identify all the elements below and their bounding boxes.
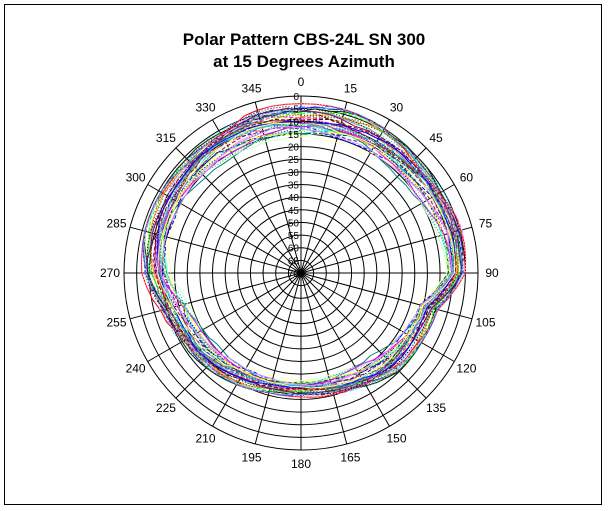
angle-tick-label-225: 225 bbox=[156, 401, 176, 415]
radial-tick-label-11: 55 bbox=[288, 231, 300, 242]
grid-spoke-105 bbox=[300, 272, 473, 320]
chart-frame bbox=[4, 4, 602, 505]
angle-labels: 0 153045607590105120135150165180195210225… bbox=[100, 75, 499, 471]
grid-spoke-210 bbox=[212, 272, 302, 427]
angle-tick-label-60: 60 bbox=[460, 171, 474, 185]
angle-tick-label-90: 90 bbox=[485, 266, 499, 280]
angle-tick-label-15: 15 bbox=[344, 82, 358, 96]
angle-tick-label-165: 165 bbox=[340, 450, 360, 464]
grid-spoke-150 bbox=[300, 272, 390, 427]
radial-tick-label-10: 50 bbox=[288, 218, 300, 229]
grid-spoke-195 bbox=[254, 272, 302, 445]
angle-tick-label-195: 195 bbox=[242, 450, 262, 464]
grid-spoke-165 bbox=[300, 272, 348, 445]
series-trace-29 bbox=[162, 127, 452, 385]
series-trace-38 bbox=[154, 118, 457, 391]
series-trace-48 bbox=[158, 124, 453, 387]
radial-tick-label-1: -5 bbox=[290, 105, 299, 116]
grid-spoke-60 bbox=[300, 184, 455, 274]
angle-tick-label-285: 285 bbox=[106, 217, 126, 231]
series-group bbox=[140, 103, 467, 398]
angle-tick-label-75: 75 bbox=[479, 217, 493, 231]
series-trace-9 bbox=[148, 109, 462, 394]
grid-spoke-240 bbox=[147, 272, 302, 362]
series-trace-31 bbox=[140, 103, 467, 398]
grid-spoke-120 bbox=[300, 272, 455, 362]
radial-tick-label-2: 10 bbox=[288, 117, 300, 128]
radial-tick-label-8: 40 bbox=[288, 193, 300, 204]
radial-tick-label-4: 20 bbox=[288, 143, 300, 154]
radial-tick-label-0: 0 bbox=[293, 92, 299, 103]
angle-tick-label-240: 240 bbox=[126, 362, 146, 376]
chart-title: Polar Pattern CBS-24L SN 300 bbox=[182, 30, 426, 49]
series-trace-43 bbox=[157, 122, 456, 389]
series-trace-11 bbox=[167, 133, 448, 382]
radial-tick-label-13: 65 bbox=[288, 256, 300, 267]
angle-tick-label-0: 0 bbox=[298, 75, 305, 89]
angle-tick-label-270: 270 bbox=[100, 266, 120, 280]
grid-spoke-285 bbox=[129, 226, 302, 274]
angle-tick-label-120: 120 bbox=[456, 362, 476, 376]
radial-tick-label-3: 15 bbox=[288, 130, 300, 141]
angle-tick-label-330: 330 bbox=[195, 101, 215, 115]
series-trace-32 bbox=[146, 111, 460, 393]
grid-spoke-225 bbox=[175, 272, 302, 399]
grid-spoke-330 bbox=[212, 119, 302, 274]
grid-spoke-135 bbox=[300, 272, 427, 399]
radial-tick-label-6: 30 bbox=[288, 168, 300, 179]
angle-tick-label-180: 180 bbox=[291, 457, 311, 471]
angle-tick-label-345: 345 bbox=[242, 82, 262, 96]
angle-tick-label-210: 210 bbox=[195, 431, 215, 445]
series-trace-46 bbox=[160, 126, 453, 387]
angle-tick-label-105: 105 bbox=[475, 315, 495, 329]
series-trace-42 bbox=[159, 126, 452, 385]
radial-tick-label-12: 60 bbox=[288, 244, 300, 255]
radial-tick-label-7: 35 bbox=[288, 181, 300, 192]
angle-tick-label-150: 150 bbox=[386, 431, 406, 445]
radial-tick-label-9: 45 bbox=[288, 206, 300, 217]
angle-tick-label-45: 45 bbox=[429, 131, 443, 145]
series-trace-44 bbox=[143, 106, 464, 396]
angle-tick-label-315: 315 bbox=[156, 131, 176, 145]
angle-tick-label-135: 135 bbox=[426, 401, 446, 415]
chart-subtitle: at 15 Degrees Azimuth bbox=[213, 52, 395, 71]
radial-tick-label-14: 70 bbox=[288, 269, 300, 280]
grid-spoke-255 bbox=[129, 272, 302, 320]
angle-tick-label-255: 255 bbox=[106, 315, 126, 329]
radial-tick-label-5: 25 bbox=[288, 155, 300, 166]
series-trace-33 bbox=[154, 120, 456, 389]
series-trace-47 bbox=[141, 105, 463, 397]
series-trace-40 bbox=[156, 120, 456, 389]
series-trace-23 bbox=[163, 132, 449, 384]
angle-tick-label-300: 300 bbox=[126, 171, 146, 185]
angle-tick-label-30: 30 bbox=[390, 101, 404, 115]
